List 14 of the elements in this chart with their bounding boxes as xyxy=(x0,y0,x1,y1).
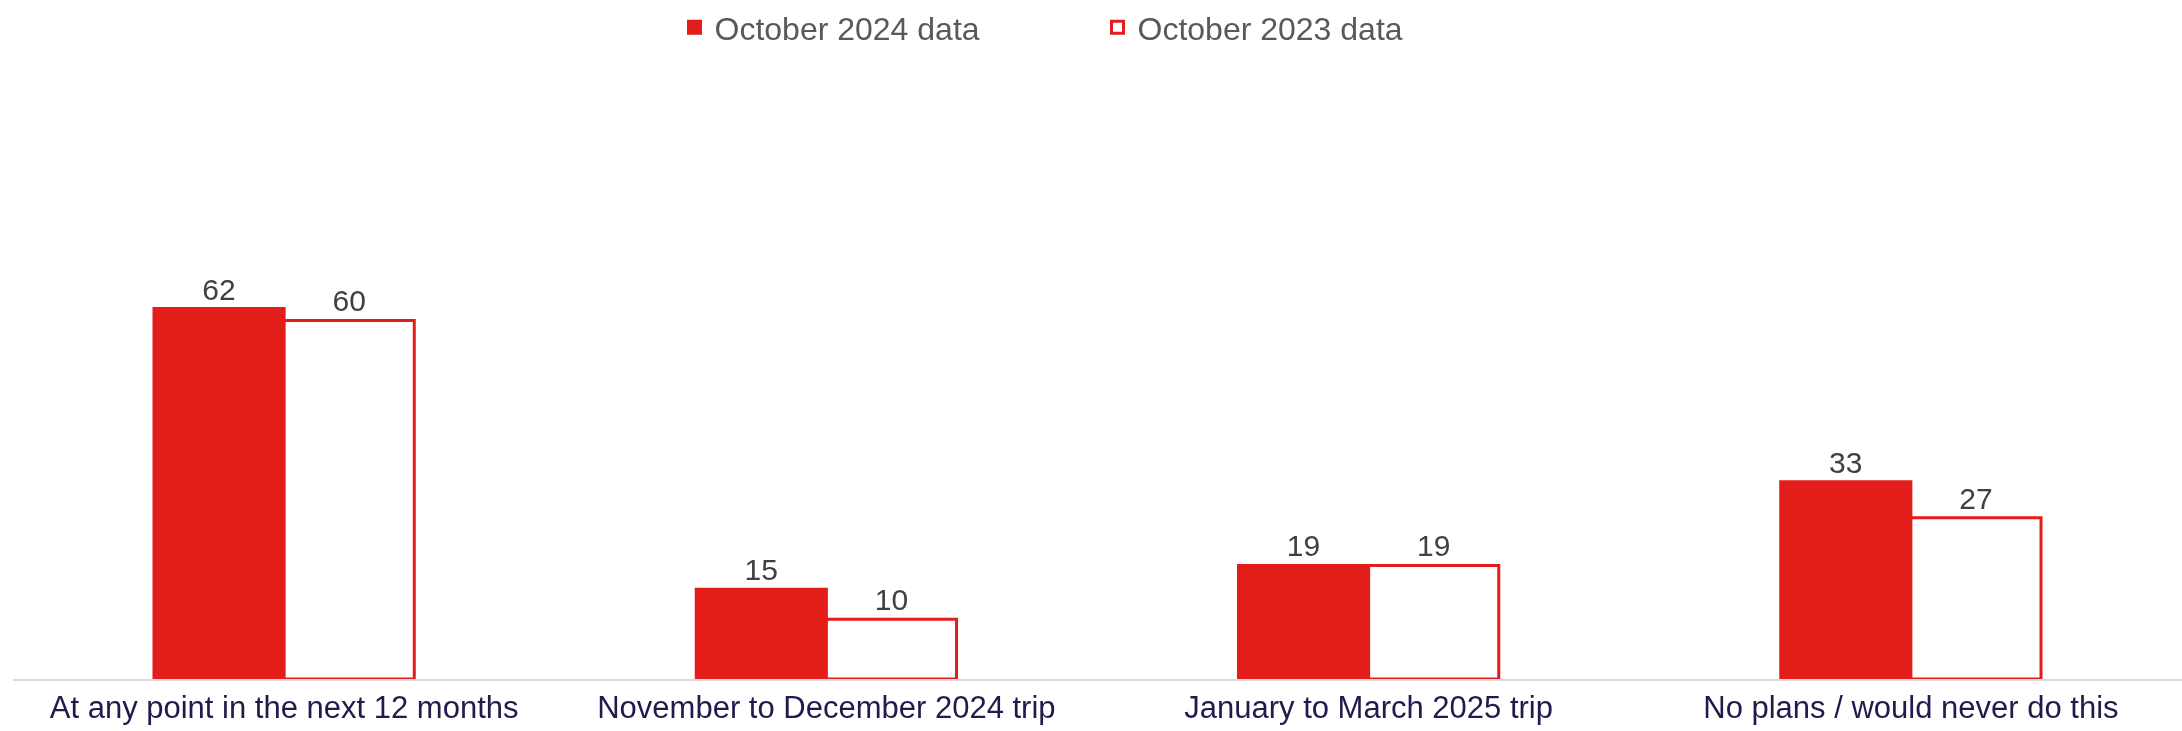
data-label: 60 xyxy=(332,284,366,318)
x-tick-label: At any point in the next 12 months xyxy=(49,690,519,726)
data-label: 62 xyxy=(202,272,236,306)
x-tick-label: November to December 2024 trip xyxy=(597,690,1056,726)
data-label: 10 xyxy=(874,583,909,617)
data-label: 33 xyxy=(1829,445,1863,479)
legend-label: October 2024 data xyxy=(714,10,980,47)
data-label: 19 xyxy=(1417,529,1451,563)
data-label: 27 xyxy=(1959,481,1993,515)
x-tick-label: January to March 2025 trip xyxy=(1184,690,1554,726)
data-label: 15 xyxy=(744,553,778,587)
legend-label: October 2023 data xyxy=(1137,10,1403,47)
x-tick-label: No plans / would never do this xyxy=(1703,690,2119,726)
data-label: 19 xyxy=(1286,529,1321,563)
